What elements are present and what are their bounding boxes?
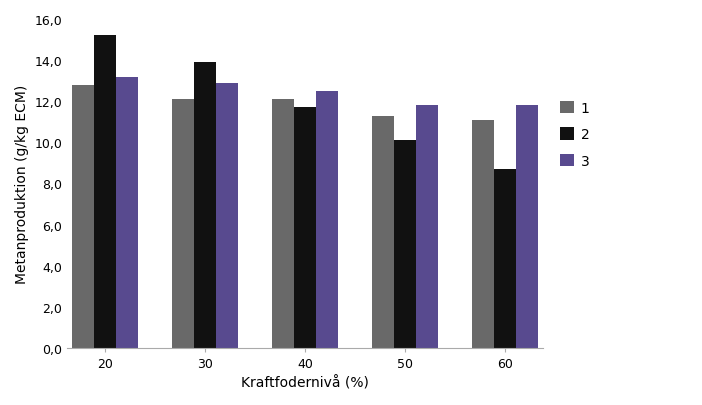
Legend: 1, 2, 3: 1, 2, 3	[555, 96, 595, 174]
Bar	[94, 36, 116, 348]
Bar	[172, 100, 194, 348]
Bar	[472, 120, 494, 348]
X-axis label: Kraftfodernivå (%): Kraftfodernivå (%)	[241, 375, 369, 390]
Bar	[194, 63, 216, 348]
Bar	[272, 100, 294, 348]
Bar	[294, 108, 316, 348]
Bar	[494, 170, 516, 348]
Bar	[416, 106, 437, 348]
Y-axis label: Metanproduktion (g/kg ECM): Metanproduktion (g/kg ECM)	[15, 85, 29, 284]
Bar	[372, 116, 394, 348]
Bar	[116, 77, 138, 348]
Bar	[516, 106, 538, 348]
Bar	[394, 141, 416, 348]
Bar	[316, 92, 338, 348]
Bar	[216, 83, 237, 348]
Bar	[72, 85, 94, 348]
